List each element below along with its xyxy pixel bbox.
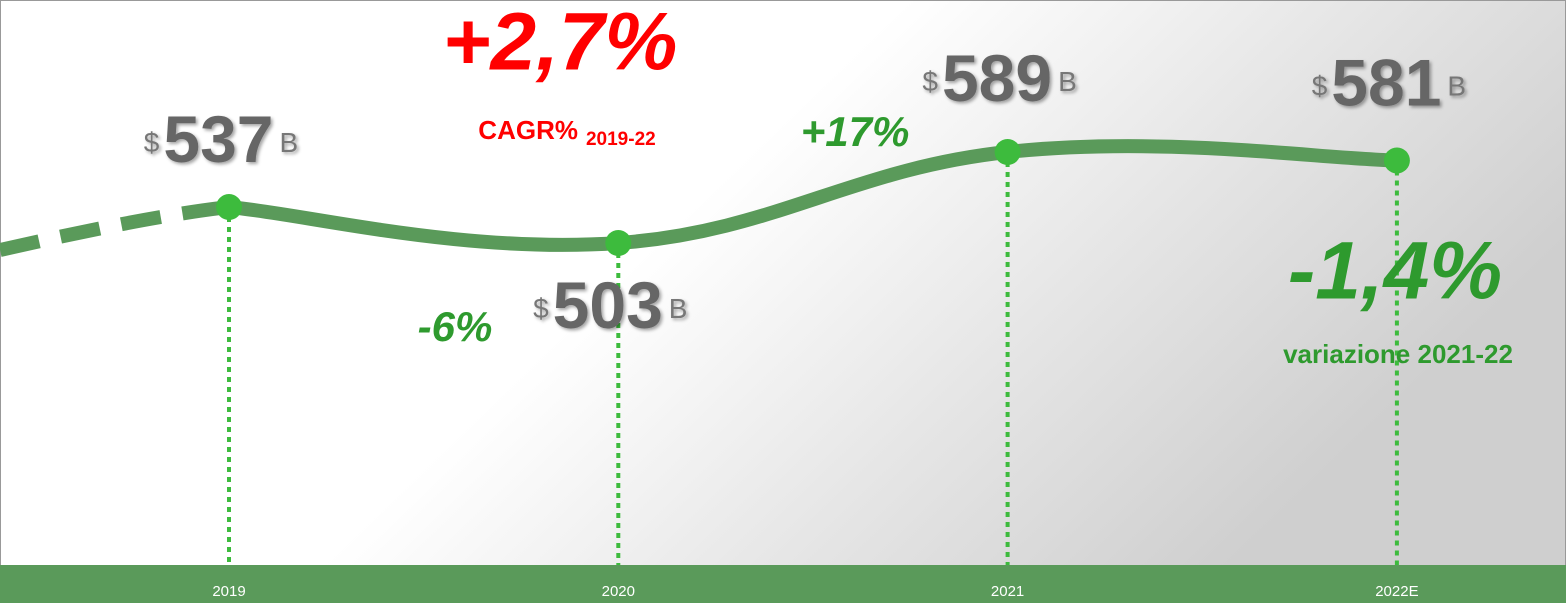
- x-tick-label: 2021: [991, 583, 1024, 600]
- highlight-label: variazione 2021-22: [1283, 339, 1513, 369]
- value-label: $503 B: [533, 268, 687, 342]
- cagr-label: CAGR% 2019-22: [478, 115, 655, 150]
- point: [1383, 147, 1410, 174]
- x-tick-label: 2020: [602, 583, 635, 600]
- highlight-value: -1,4%: [1288, 226, 1502, 317]
- value-label: $581 B: [1312, 46, 1466, 120]
- value-suffix: B: [669, 293, 688, 324]
- value-prefix: $: [533, 293, 549, 324]
- x-tick-label: 2019: [212, 583, 245, 600]
- value-prefix: $: [1312, 71, 1328, 102]
- point: [216, 194, 242, 221]
- value-number: 589: [942, 41, 1052, 115]
- value-prefix: $: [144, 127, 160, 158]
- value-number: 537: [163, 102, 273, 176]
- point: [994, 139, 1021, 165]
- value-prefix: $: [922, 66, 938, 97]
- cagr-value: +2,7%: [443, 0, 678, 88]
- value-label: $589 B: [922, 41, 1076, 115]
- value-suffix: B: [280, 127, 299, 158]
- change-label: +17%: [801, 108, 910, 155]
- value-label: $537 B: [144, 102, 298, 176]
- change-label: -6%: [418, 303, 493, 350]
- line: [222, 139, 1404, 252]
- x-tick-label: 2022E: [1375, 583, 1418, 600]
- lead-in-line: [0, 200, 230, 257]
- value-suffix: B: [1447, 71, 1466, 102]
- value-suffix: B: [1058, 66, 1077, 97]
- value-number: 503: [553, 268, 663, 342]
- value-number: 581: [1331, 46, 1441, 120]
- cagr-period: 2019-22: [586, 129, 656, 150]
- point: [605, 230, 632, 256]
- cagr-name: CAGR%: [478, 115, 578, 145]
- axis-bar: [0, 565, 1566, 603]
